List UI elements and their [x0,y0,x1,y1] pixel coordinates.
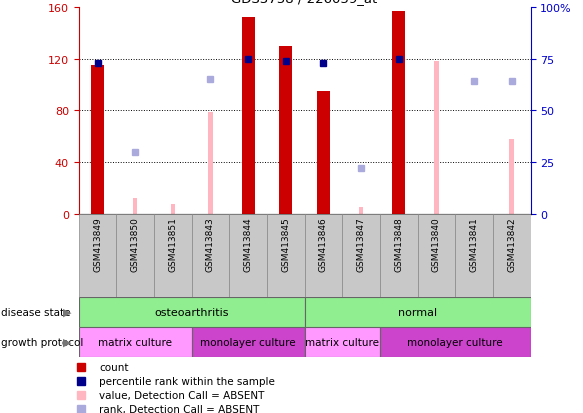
Text: GSM413844: GSM413844 [244,217,252,271]
Bar [79,327,192,357]
Bar [154,214,192,297]
Bar [417,214,455,297]
Text: monolayer culture: monolayer culture [201,337,296,347]
Text: GSM413850: GSM413850 [131,217,140,272]
Bar [192,214,229,297]
Bar [304,214,342,297]
Bar [91,66,104,214]
Bar [208,112,213,214]
Text: GSM413845: GSM413845 [281,217,290,271]
Text: ▶: ▶ [63,337,71,347]
Bar [510,140,514,214]
Text: rank, Detection Call = ABSENT: rank, Detection Call = ABSENT [100,404,260,413]
Text: normal: normal [398,307,437,317]
Text: ▶: ▶ [63,307,71,317]
Text: matrix culture: matrix culture [98,337,172,347]
Text: matrix culture: matrix culture [305,337,380,347]
Bar [229,214,267,297]
Text: GSM413841: GSM413841 [469,217,479,271]
Text: GSM413842: GSM413842 [507,217,516,271]
Text: GSM413848: GSM413848 [394,217,403,271]
Bar [304,327,380,357]
Bar [380,214,417,297]
Bar [392,12,405,214]
Bar [279,47,293,214]
Bar [79,214,117,297]
Bar [267,214,304,297]
Title: GDS3758 / 226059_at: GDS3758 / 226059_at [231,0,378,5]
Bar [79,297,304,327]
Bar [342,214,380,297]
Text: GSM413846: GSM413846 [319,217,328,271]
Bar [117,214,154,297]
Text: percentile rank within the sample: percentile rank within the sample [100,376,275,386]
Bar [317,92,330,214]
Bar [241,18,255,214]
Text: osteoarthritis: osteoarthritis [154,307,229,317]
Text: GSM413843: GSM413843 [206,217,215,271]
Text: monolayer culture: monolayer culture [408,337,503,347]
Text: GSM413847: GSM413847 [357,217,366,271]
Text: value, Detection Call = ABSENT: value, Detection Call = ABSENT [100,389,265,400]
Bar [434,62,438,214]
Text: growth protocol: growth protocol [1,337,83,347]
Bar [304,297,531,327]
Text: GSM413849: GSM413849 [93,217,102,271]
Bar [359,208,363,214]
Bar [133,199,138,214]
Bar [455,214,493,297]
Text: GSM413840: GSM413840 [432,217,441,271]
Bar [171,204,175,214]
Text: count: count [100,362,129,372]
Bar [380,327,531,357]
Bar [192,327,304,357]
Text: disease state: disease state [1,307,71,317]
Bar [493,214,531,297]
Text: GSM413851: GSM413851 [168,217,177,272]
